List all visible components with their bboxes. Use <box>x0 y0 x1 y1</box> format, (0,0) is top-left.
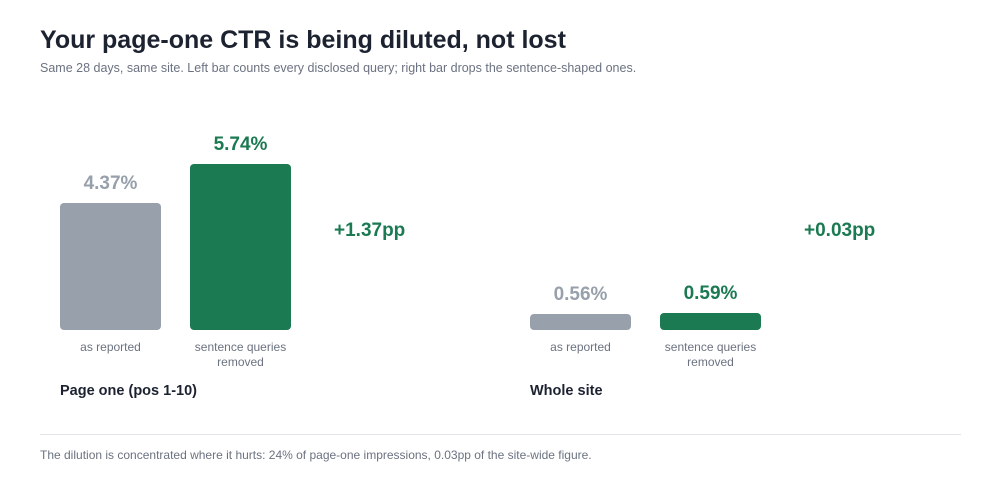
footnote: The dilution is concentrated where it hu… <box>40 448 592 462</box>
category-label-whole-site-as-reported: as reported <box>550 340 611 354</box>
value-label-whole-site-sentence-removed: 0.59% <box>683 282 738 304</box>
value-label-page-one-sentence-removed: 5.74% <box>213 133 268 155</box>
chart-subtitle: Same 28 days, same site. Left bar counts… <box>40 61 637 75</box>
footer-divider <box>40 434 961 435</box>
category-label-page-one-sentence-removed: sentence queries removed <box>194 340 287 369</box>
group-label-page-one: Page one (pos 1-10) <box>60 383 197 399</box>
group-label-whole-site: Whole site <box>530 383 603 399</box>
bar-page-one-sentence-removed <box>190 163 291 330</box>
value-label-page-one-as-reported: 4.37% <box>83 173 138 195</box>
value-label-whole-site-as-reported: 0.56% <box>553 283 608 305</box>
bar-whole-site-as-reported <box>530 313 631 330</box>
category-label-page-one-as-reported: as reported <box>80 340 141 354</box>
category-label-whole-site-sentence-removed: sentence queries removed <box>664 340 757 369</box>
bar-page-one-as-reported <box>60 203 161 330</box>
delta-label-page-one: +1.37pp <box>334 220 406 241</box>
delta-label-whole-site: +0.03pp <box>804 220 876 241</box>
chart-title: Your page-one CTR is being diluted, not … <box>40 26 566 54</box>
bar-whole-site-sentence-removed <box>660 312 761 330</box>
